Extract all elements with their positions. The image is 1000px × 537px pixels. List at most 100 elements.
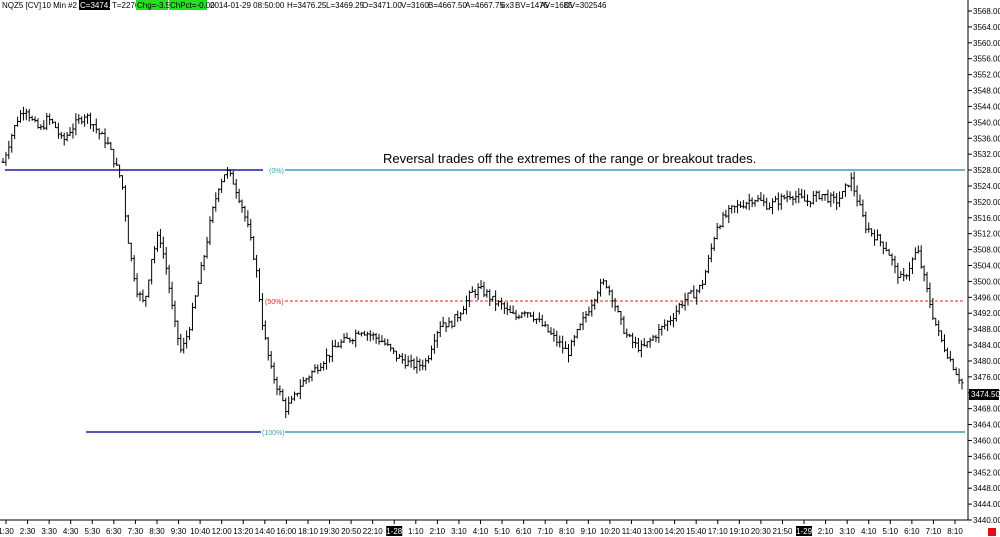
ohlc-bar [45, 113, 49, 130]
ohlc-bar [190, 302, 194, 331]
ohlc-bar [266, 337, 270, 361]
ohlc-bar [575, 328, 579, 339]
ohlc-bar [715, 222, 719, 240]
ohlc-bar [164, 247, 168, 275]
ohlc-bar [881, 241, 885, 255]
ohlc-bar [77, 114, 81, 124]
ohlc-bar [179, 333, 183, 353]
ohlc-bar [546, 324, 550, 333]
ohlc-bar [211, 206, 215, 224]
ohlc-bar [36, 118, 40, 129]
y-tick-label: 3548.00 [973, 87, 1000, 96]
x-tick-label: 4:10 [861, 527, 877, 536]
ohlc-bar [438, 321, 442, 338]
fib-label-100: (100%) [262, 430, 285, 437]
x-tick-label: 18:10 [298, 527, 319, 536]
ohlc-bar [794, 190, 798, 204]
ohlc-bar [534, 318, 538, 324]
x-tick-label: 22:10 [363, 527, 384, 536]
ohlc-bar [680, 301, 684, 309]
ohlc-bar [832, 191, 836, 204]
ohlc-bar [205, 236, 209, 259]
y-tick-label: 3464.00 [973, 421, 1000, 430]
ohlc-bar [188, 327, 192, 341]
ohlc-bar [703, 269, 707, 285]
ohlc-bar [258, 268, 262, 302]
ohlc-bar [558, 335, 562, 348]
ohlc-bar [153, 246, 157, 264]
ohlc-bar [272, 362, 276, 384]
ohlc-bar [129, 242, 133, 262]
ohlc-bar [753, 199, 757, 207]
current-price-marker [969, 389, 999, 400]
y-tick-label: 3460.00 [973, 436, 1000, 445]
ohlc-bar [380, 335, 384, 343]
ohlc-bar [823, 193, 827, 201]
ohlc-bar [441, 316, 445, 328]
x-tick-label: 10:20 [600, 527, 621, 536]
header-bid: B=4667.50 [428, 1, 467, 10]
ohlc-bar [313, 364, 317, 373]
ohlc-bar [415, 356, 419, 374]
ohlc-bar [543, 321, 547, 328]
header-number: #2 [68, 1, 77, 10]
ohlc-bar [360, 332, 364, 337]
x-tick-label: 11:40 [622, 527, 642, 536]
ohlc-bar [727, 205, 731, 224]
y-tick-label: 3504.00 [973, 262, 1000, 271]
ohlc-bar [733, 205, 737, 213]
ohlc-bar [106, 136, 110, 145]
ohlc-bar [581, 311, 585, 331]
x-tick-label: 8:10 [559, 527, 575, 536]
ohlc-bar [301, 376, 305, 387]
x-tick-label: 20:50 [341, 527, 362, 536]
ohlc-bar [33, 116, 37, 123]
ohlc-bar [808, 200, 812, 208]
ohlc-bar [121, 175, 125, 190]
ohlc-bar [569, 339, 573, 356]
ohlc-bar [724, 209, 728, 219]
ohlc-bar [945, 347, 949, 359]
ohlc-bar [74, 113, 78, 136]
ohlc-bar [840, 190, 844, 199]
ohlc-bar [304, 377, 308, 385]
ohlc-bar [482, 281, 486, 298]
x-tick-label: 12:00 [212, 527, 233, 536]
ohlc-bar [150, 258, 154, 285]
ohlc-bar [584, 310, 588, 323]
ohlc-bar [738, 201, 742, 208]
ohlc-bar [919, 245, 923, 269]
ohlc-bar [896, 262, 900, 284]
ohlc-bar [931, 298, 935, 321]
x-tick-label: 19:10 [729, 527, 750, 536]
header-dv: DV=302546 [564, 1, 607, 10]
ohlc-bar [53, 121, 57, 129]
y-tick-label: 3452.00 [973, 468, 1000, 477]
ohlc-bar [499, 297, 503, 310]
ohlc-bar [890, 253, 894, 266]
x-date-badge [386, 526, 403, 536]
ohlc-bar [940, 330, 944, 343]
ohlc-bar [275, 376, 279, 396]
ohlc-bar [663, 319, 667, 330]
ohlc-bar [747, 193, 751, 211]
ohlc-bar [669, 315, 673, 326]
ohlc-bar [596, 290, 600, 304]
ohlc-bar [578, 323, 582, 331]
ohlc-bar [660, 325, 664, 336]
ohlc-bar [406, 355, 410, 367]
ohlc-bar [307, 375, 311, 383]
ohlc-bar [698, 284, 702, 294]
ohlc-bar [674, 305, 678, 322]
ohlc-bar [86, 113, 90, 124]
ohlc-bar [537, 312, 541, 323]
ohlc-bar [234, 178, 238, 199]
ohlc-bar [252, 236, 256, 261]
ohlc-bar [459, 312, 463, 321]
header-volume: V=3160 [401, 1, 429, 10]
x-tick-label: 6:10 [516, 527, 532, 536]
x-tick-label: 3:30 [41, 527, 57, 536]
ohlc-bar [721, 211, 725, 228]
y-tick-label: 3552.00 [973, 71, 1000, 80]
ohlc-bar [803, 189, 807, 202]
